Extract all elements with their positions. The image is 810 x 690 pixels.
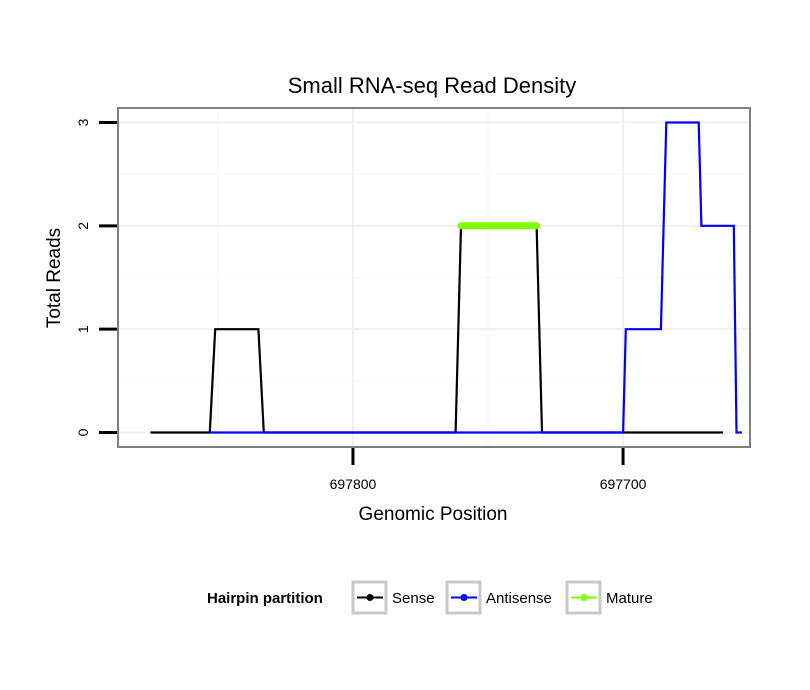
- chart-title: Small RNA-seq Read Density: [288, 73, 577, 98]
- y-axis-title: Total Reads: [44, 228, 65, 328]
- x-tick-label: 697700: [600, 476, 647, 492]
- x-tick-label: 697800: [330, 476, 377, 492]
- legend-label-sense: Sense: [392, 590, 435, 607]
- x-axis-title: Genomic Position: [359, 504, 508, 525]
- series-layer: [150, 121, 742, 434]
- legend-point-sense: [366, 594, 374, 601]
- series-antisense-line: [209, 121, 742, 434]
- plot-border: [117, 107, 751, 448]
- legend-point-antisense: [460, 594, 468, 601]
- y-tick-label: 1: [75, 325, 91, 333]
- y-tick-label: 3: [75, 118, 91, 126]
- legend-label-mature: Mature: [606, 590, 653, 607]
- grid-lines: [118, 108, 750, 447]
- legend-label-antisense: Antisense: [486, 590, 552, 607]
- legend-point-mature: [580, 594, 588, 601]
- legend-title: Hairpin partition: [207, 590, 323, 607]
- legend: Hairpin partition Sense Antisense Mature: [207, 580, 653, 615]
- y-axis: 0 1 2 3: [75, 118, 117, 436]
- x-axis: 697800 697700: [330, 448, 647, 492]
- y-tick-label: 2: [75, 222, 91, 230]
- y-tick-label: 0: [75, 428, 91, 436]
